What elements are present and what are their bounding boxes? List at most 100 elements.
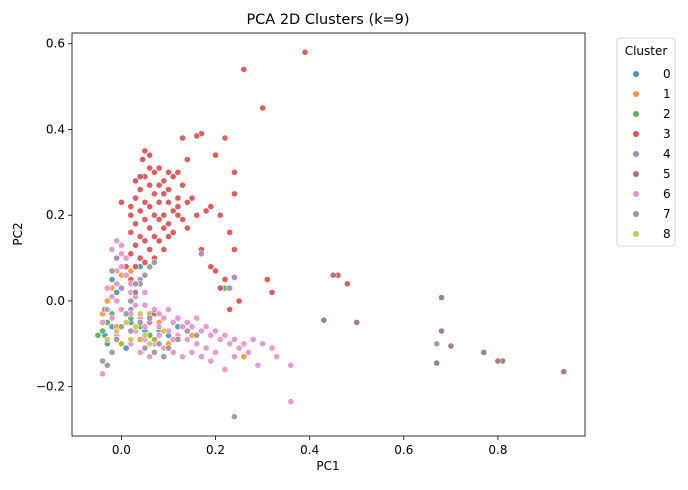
data-point [150,168,158,176]
data-point [193,314,201,322]
legend-entry: 7 [633,207,671,221]
data-point [132,288,139,296]
data-point [132,241,139,249]
data-point [235,297,243,305]
data-point [141,271,149,279]
data-point [202,323,210,331]
legend-label: 1 [663,87,671,101]
data-point [188,348,196,356]
data-point [245,348,252,356]
data-point [118,340,125,348]
data-point [155,216,163,223]
data-point [118,198,125,206]
data-point [183,318,191,326]
data-point [146,353,154,361]
data-point [113,254,121,262]
y-tick-label: 0.6 [46,37,65,51]
data-point [141,344,149,352]
plot-frame [71,32,586,437]
data-point [160,211,168,219]
data-point [259,340,266,348]
data-point [136,233,144,240]
data-point [216,336,224,343]
data-point [221,134,229,142]
data-point [273,353,281,361]
data-point [103,284,111,292]
data-point [118,306,125,313]
legend-marker [633,171,639,177]
data-point [150,336,158,343]
data-point [179,181,186,189]
data-point [179,323,186,331]
legend: Cluster 0 1 2 3 4 5 6 7 8 [616,37,676,247]
data-point [216,284,224,292]
legend-title: Cluster [625,44,668,58]
legend-label: 7 [663,207,671,221]
data-point [103,336,111,343]
data-point [174,336,182,343]
data-point [165,233,172,240]
series-cluster-8 [103,310,168,348]
data-point [155,323,163,331]
data-point [132,263,139,271]
legend-marker [633,111,639,117]
data-point [99,370,106,378]
data-point [160,314,168,322]
data-point [165,344,172,352]
data-point [127,211,135,219]
data-point [174,194,182,202]
data-point [438,327,445,335]
data-point [99,327,106,335]
data-point [183,156,191,163]
data-point [141,258,149,266]
data-point [230,413,238,421]
legend-marker [633,211,639,217]
legend-entries: 0 1 2 3 4 5 6 7 8 [633,67,671,241]
data-point [174,168,182,176]
data-point [188,323,196,331]
data-point [226,228,234,236]
data-point [165,198,172,206]
data-point [230,273,238,281]
x-axis: 0.0 0.2 0.4 0.6 0.8 [112,436,507,457]
data-point [108,348,116,356]
x-axis-title: PC1 [316,459,339,473]
data-point [329,271,337,279]
data-point [433,340,441,348]
data-point [132,323,139,331]
y-tick-label: 0.2 [46,208,65,222]
data-point [183,198,191,206]
data-point [259,104,266,112]
y-axis-title: PC2 [11,222,25,245]
data-point [103,361,111,369]
data-point [433,359,441,367]
data-point [108,267,116,275]
data-point [146,246,154,253]
data-point [150,190,158,198]
data-point [230,168,238,176]
data-point [122,271,130,279]
data-point [193,340,201,348]
data-point [108,276,116,283]
data-point [165,220,172,228]
data-point [155,198,163,206]
data-point [132,177,139,185]
data-point [127,267,135,275]
data-point [353,318,361,326]
legend-label: 4 [663,147,671,161]
legend-label: 0 [663,67,671,81]
y-axis: −0.2 0.0 0.2 0.4 0.6 [36,37,72,394]
data-point [230,353,238,361]
data-point [150,258,158,266]
data-point [99,318,106,326]
legend-marker [633,231,639,237]
data-point [165,186,172,193]
data-point [141,147,149,155]
data-point [188,194,196,202]
data-point [99,357,106,365]
legend-label: 6 [663,187,671,201]
data-point [240,353,248,361]
data-point [155,237,163,245]
data-point [183,224,191,232]
